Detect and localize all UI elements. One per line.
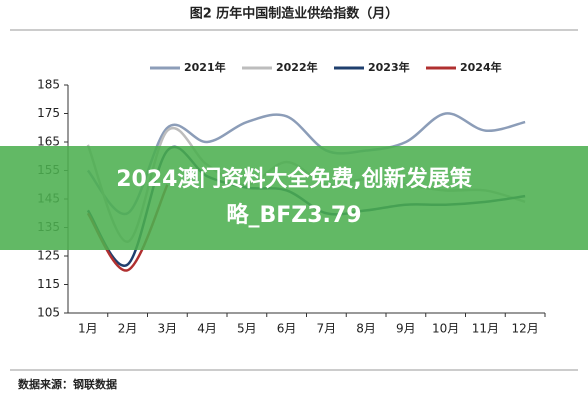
x-tick-label: 2月: [118, 322, 138, 336]
x-tick-label: 3月: [158, 322, 178, 336]
y-tick-label: 125: [37, 249, 60, 263]
x-tick-label: 9月: [396, 322, 416, 336]
x-tick-label: 4月: [197, 322, 217, 336]
x-tick-label: 11月: [472, 322, 499, 336]
banner-line: 2024澳门资料大全免费,创新发展策: [116, 167, 472, 192]
x-tick-label: 7月: [317, 322, 337, 336]
y-tick-label: 175: [37, 106, 60, 120]
chart-title: 图2 历年中国制造业供给指数（月）: [190, 6, 399, 22]
legend-label: 2024年: [460, 60, 502, 74]
y-tick-label: 165: [37, 135, 60, 149]
source: 数据来源：钢联数据: [18, 377, 117, 391]
y-tick-label: 185: [37, 78, 60, 92]
legend-label: 2022年: [276, 60, 318, 74]
banner: 2024澳门资料大全免费,创新发展策 略_BFZ3.79: [0, 146, 588, 250]
legend-label: 2021年: [184, 60, 226, 74]
x-tick-label: 6月: [277, 322, 297, 336]
x-tick-label: 10月: [432, 322, 459, 336]
x-tick-label: 8月: [356, 322, 376, 336]
y-tick-label: 115: [37, 277, 60, 291]
banner-line: 略_BFZ3.79: [226, 203, 362, 228]
x-tick-label: 12月: [511, 322, 538, 336]
legend-label: 2023年: [368, 60, 410, 74]
x-tick-label: 5月: [237, 322, 257, 336]
y-tick-label: 105: [37, 306, 60, 320]
x-tick-label: 1月: [78, 322, 98, 336]
